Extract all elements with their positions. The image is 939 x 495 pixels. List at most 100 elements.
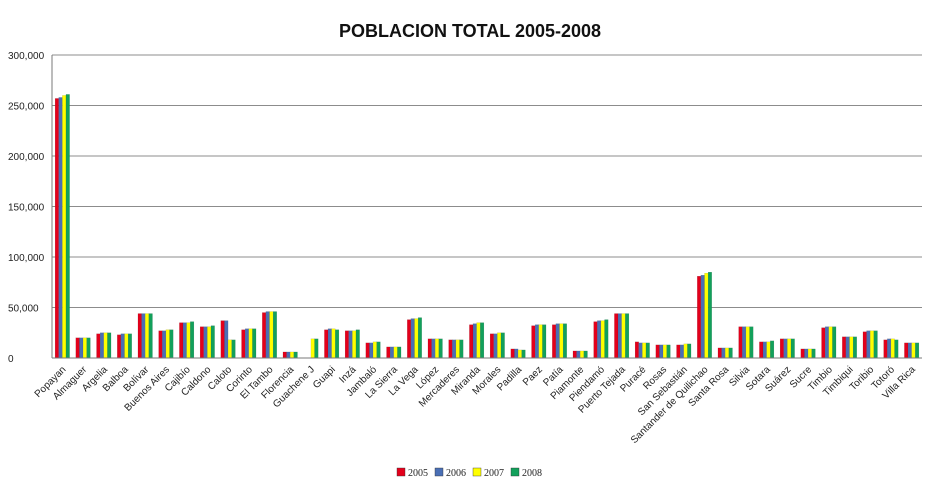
bar-2005: [407, 319, 412, 359]
bar-2005: [738, 326, 743, 359]
bar-2007: [580, 350, 584, 359]
bar-2008: [252, 328, 257, 359]
legend: 2005 2006 2007 2008: [396, 467, 542, 479]
bar-2005: [282, 351, 287, 359]
bar-2007: [331, 328, 336, 359]
bar-2006: [286, 351, 291, 359]
bar-2006: [804, 348, 809, 359]
bar-2008: [335, 329, 340, 359]
bar-2006: [431, 338, 436, 359]
bar-2007: [621, 313, 626, 359]
bar-2008: [190, 321, 195, 359]
bar-2007: [290, 351, 294, 359]
bar-2008: [604, 319, 609, 359]
bar-2006: [597, 320, 602, 359]
bar-2005: [842, 336, 847, 359]
bar-2008: [873, 330, 878, 359]
y-tick-label: 50,000: [8, 304, 39, 315]
bar-2007: [145, 313, 149, 359]
bar-2006: [141, 313, 146, 359]
bar-2007: [559, 323, 564, 359]
bar-2006: [617, 313, 622, 359]
bar-2006: [100, 332, 104, 359]
bar-2007: [269, 311, 274, 359]
bar-2006: [348, 330, 353, 359]
bar-2006: [907, 342, 912, 359]
gridlines: [52, 54, 922, 308]
bar-2006: [327, 328, 332, 359]
bar-2006: [680, 344, 684, 359]
bar-2008: [438, 338, 443, 359]
y-axis-ticks: 0 50,000 100,000 150,000 200,000 250,000 300,0…: [8, 51, 45, 365]
bar-2005: [572, 350, 577, 359]
bar-2008: [790, 338, 795, 359]
bar-2008: [65, 94, 70, 359]
bar-2008: [811, 348, 816, 359]
bar-2007: [372, 341, 377, 359]
bar-2006: [410, 318, 415, 359]
bar-2006: [721, 347, 726, 359]
bar-2007: [393, 346, 398, 359]
bar-2008: [148, 313, 153, 359]
bar-2006: [638, 342, 643, 359]
bar-2006: [845, 336, 850, 359]
bar-2008: [127, 333, 132, 359]
bar-2005: [697, 276, 702, 359]
y-tick-label: 250,000: [8, 102, 45, 113]
bar-2007: [124, 333, 129, 359]
bar-2008: [210, 325, 215, 359]
bar-2008: [500, 332, 505, 359]
y-tick-label: 0: [8, 354, 14, 365]
bar-2007: [745, 326, 750, 359]
bar-2005: [821, 327, 826, 359]
bar-2007: [476, 322, 481, 359]
bar-2006: [742, 326, 747, 359]
bar-2007: [890, 338, 895, 359]
bar-2008: [852, 336, 857, 359]
legend-label: 2006: [446, 468, 466, 479]
bar-2006: [369, 342, 374, 359]
bar-2007: [165, 329, 170, 359]
bar-2008: [231, 339, 236, 359]
bar-2005: [655, 344, 660, 359]
y-tick-label: 200,000: [8, 152, 45, 163]
bar-2005: [552, 324, 557, 359]
bar-2005: [179, 322, 184, 359]
bar-2007: [538, 324, 543, 359]
bar-2008: [666, 344, 671, 359]
bar-2006: [866, 330, 871, 359]
bar-2006: [120, 333, 125, 359]
bar-2005: [324, 329, 329, 359]
bar-2007: [849, 336, 854, 359]
bar-2007: [497, 332, 502, 359]
bar-2006: [493, 333, 498, 359]
bar-2008: [542, 324, 547, 359]
bar-2008: [293, 351, 298, 359]
legend-label: 2005: [408, 468, 428, 479]
bar-2006: [162, 330, 167, 359]
bar-2005: [448, 339, 453, 359]
bar-2008: [272, 311, 277, 359]
bar-2007: [807, 348, 812, 359]
bar-2006: [700, 275, 705, 359]
bar-2006: [887, 338, 892, 359]
bar-2007: [600, 320, 605, 359]
bar-2006: [245, 328, 249, 359]
bar-2008: [107, 332, 112, 359]
bar-2007: [870, 330, 874, 359]
bar-2005: [614, 313, 619, 359]
bar-2008: [728, 347, 733, 359]
bar-2006: [555, 323, 560, 359]
bar-2008: [625, 313, 630, 359]
bar-2005: [75, 337, 80, 359]
axes: [51, 55, 922, 359]
bar-2005: [779, 338, 784, 359]
bar-2008: [749, 326, 754, 359]
bar-2006: [576, 350, 581, 359]
bar-2008: [169, 329, 174, 359]
bar-2008: [314, 338, 319, 359]
bar-2005: [137, 313, 142, 359]
x-axis-ticks: PopayanAlmaguerArgeliaBalboaBolívarBueno…: [33, 364, 918, 446]
bar-2006: [182, 322, 187, 359]
